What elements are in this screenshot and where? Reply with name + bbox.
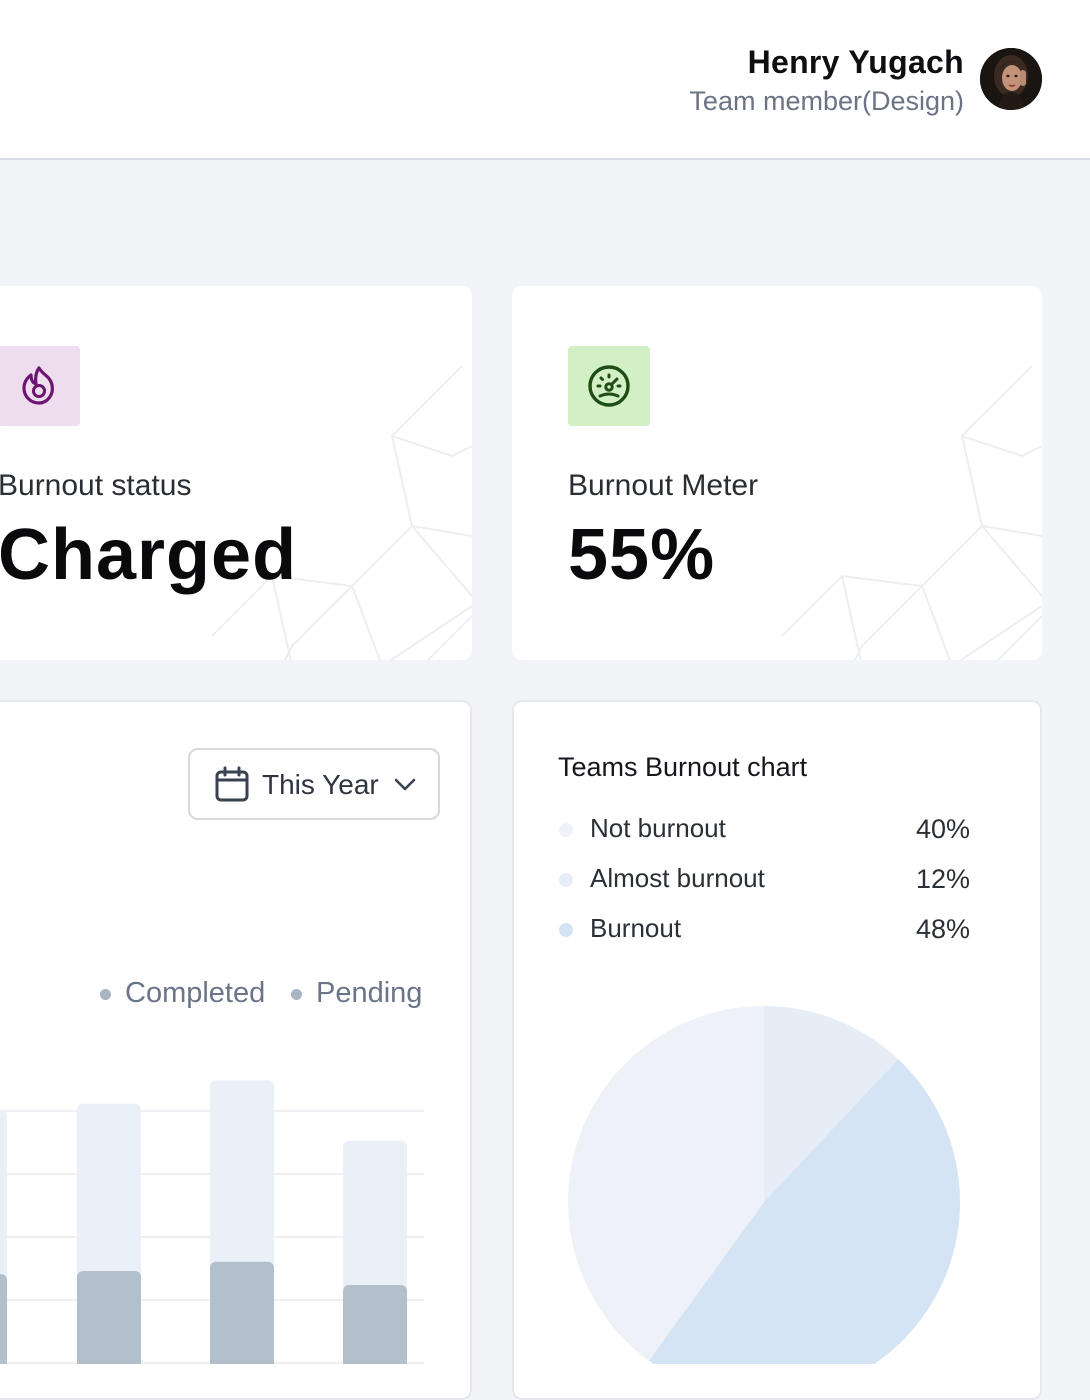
- pie-legend-burnout: Burnout: [590, 913, 682, 943]
- bar-completed: [210, 1261, 274, 1364]
- pie-legend-not-burnout: Not burnout: [590, 813, 726, 843]
- burnout-meter-card: Burnout Meter 55%: [512, 286, 1042, 660]
- legend-pending: Pending: [316, 977, 423, 1009]
- burnout-status-label: Burnout status: [0, 469, 192, 502]
- legend-completed: Completed: [125, 977, 266, 1009]
- pie-value-not-burnout: 40%: [915, 814, 970, 844]
- burnout-status-value: Charged: [0, 515, 298, 595]
- burnout-meter-icon-tile: [568, 346, 650, 426]
- pie-value-almost-burnout: 12%: [915, 864, 970, 894]
- bar-completed-cropped: [0, 1274, 7, 1364]
- burnout-meter-label: Burnout Meter: [568, 469, 759, 502]
- hexagon-pattern: [212, 366, 472, 660]
- burnout-meter-value: 55%: [568, 515, 716, 595]
- pie-slice-almost-burnout: [764, 1006, 899, 1202]
- bar-completed: [343, 1284, 407, 1364]
- calendar-icon: [215, 766, 249, 802]
- burnout-status-card: Burnout status Charged: [0, 286, 472, 660]
- user-name: Henry Yugach: [747, 44, 964, 80]
- hexagon-pattern: [782, 366, 1042, 660]
- pie-value-burnout: 48%: [915, 914, 970, 944]
- pie-legend-dot-not-burnout: [559, 823, 573, 837]
- period-dropdown-label: This Year: [262, 769, 379, 800]
- period-dropdown[interactable]: This Year: [188, 748, 440, 820]
- bar-completed: [77, 1271, 141, 1364]
- avatar[interactable]: [980, 48, 1042, 110]
- legend-dot-completed: [100, 989, 111, 1000]
- burnout-status-icon-tile: [0, 346, 80, 426]
- user-role: Team member(Design): [689, 86, 964, 116]
- pie-slice-not-burnout: [568, 1006, 764, 1361]
- gauge-icon: [588, 365, 630, 407]
- pie-legend-dot-almost-burnout: [559, 873, 573, 887]
- teams-burnout-pie: [568, 1006, 960, 1364]
- pie-slice-burnout: [648, 1059, 960, 1364]
- chevron-down-icon: [394, 778, 416, 791]
- top-bar: Henry Yugach Team member(Design): [0, 0, 1090, 160]
- fire-icon: [22, 366, 54, 405]
- pie-legend-almost-burnout: Almost burnout: [590, 863, 765, 893]
- pie-legend-dot-burnout: [559, 923, 573, 937]
- pie-chart-title: Teams Burnout chart: [558, 752, 808, 782]
- legend-dot-pending: [291, 989, 302, 1000]
- task-bar-chart: [0, 1080, 424, 1364]
